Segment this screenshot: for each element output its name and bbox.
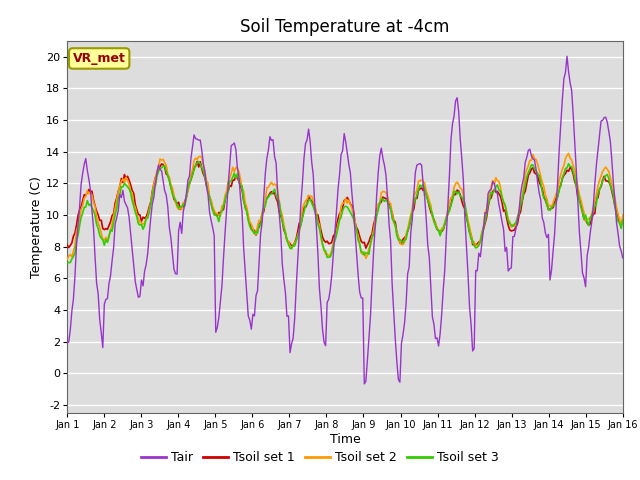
Title: Soil Temperature at -4cm: Soil Temperature at -4cm (240, 18, 450, 36)
X-axis label: Time: Time (330, 432, 360, 445)
Text: VR_met: VR_met (73, 52, 125, 65)
Y-axis label: Temperature (C): Temperature (C) (30, 176, 44, 278)
Legend: Tair, Tsoil set 1, Tsoil set 2, Tsoil set 3: Tair, Tsoil set 1, Tsoil set 2, Tsoil se… (136, 446, 504, 469)
